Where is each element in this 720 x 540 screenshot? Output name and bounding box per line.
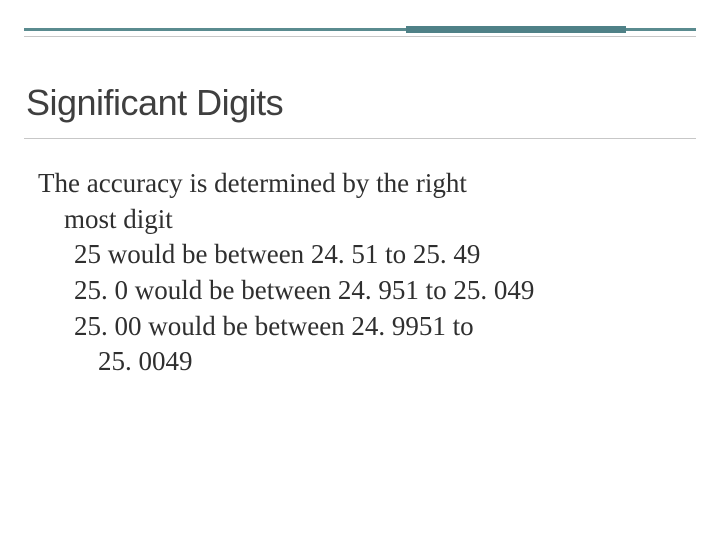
- example-1: 25 would be between 24. 51 to 25. 49: [74, 237, 680, 273]
- top-rule-accent: [406, 26, 626, 33]
- top-rule-secondary: [24, 36, 696, 37]
- top-rule: [24, 28, 696, 44]
- example-2: 25. 0 would be between 24. 951 to 25. 04…: [74, 273, 680, 309]
- lead-line-2: most digit: [64, 202, 680, 238]
- example-3-continued: 25. 0049: [98, 344, 680, 380]
- example-3: 25. 00 would be between 24. 9951 to: [74, 309, 680, 345]
- slide: Significant Digits The accuracy is deter…: [0, 0, 720, 540]
- slide-title: Significant Digits: [26, 82, 283, 124]
- title-underline: [24, 138, 696, 139]
- slide-body: The accuracy is determined by the right …: [38, 166, 680, 380]
- lead-line-1: The accuracy is determined by the right: [38, 166, 680, 202]
